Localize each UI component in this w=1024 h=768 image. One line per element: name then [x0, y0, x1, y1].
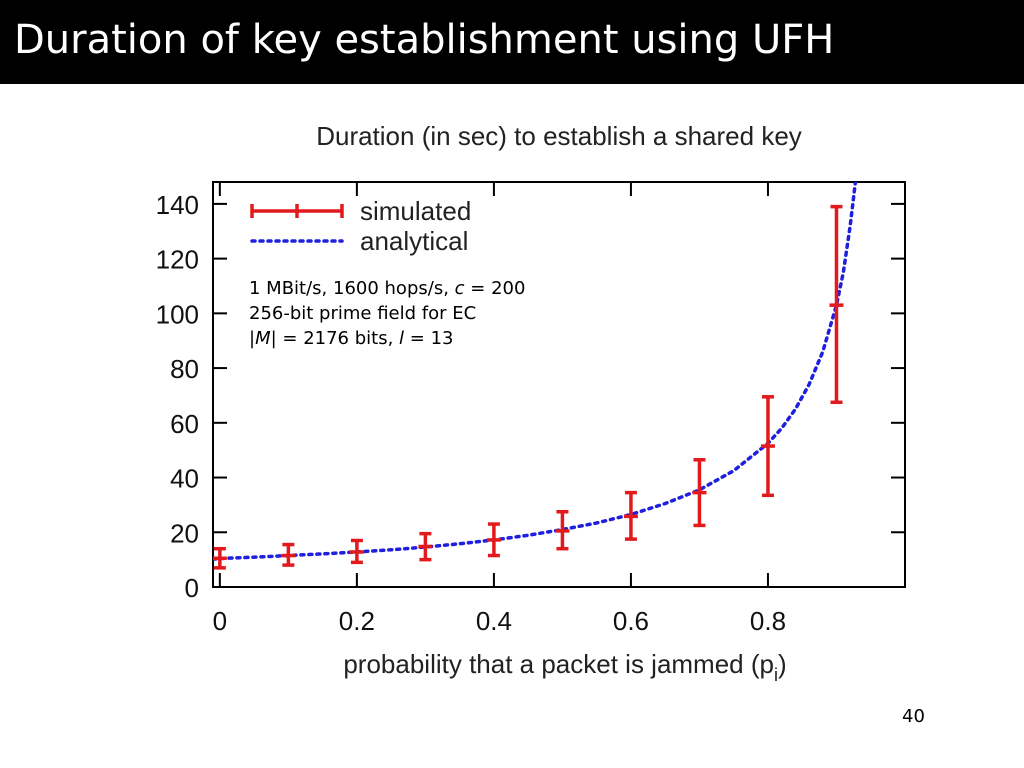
plot-frame	[212, 181, 906, 588]
x-axis-label-main: probability that a packet is jammed (p	[343, 649, 774, 679]
title-bar: Duration of key establishment using UFH	[0, 0, 1024, 84]
simulated-point	[281, 542, 296, 567]
simulated-point	[349, 538, 364, 565]
slide-title: Duration of key establishment using UFH	[14, 17, 835, 63]
y-tick-label: 20	[170, 518, 199, 548]
annotation-text: 256-bit prime field for EC	[249, 303, 476, 324]
y-tick-label: 0	[185, 573, 199, 603]
legend-simulated-label: simulated	[360, 196, 471, 226]
annotation-line: 1 MBit/s, 1600 hops/s, c = 200	[249, 278, 525, 299]
annotation-text: 1 MBit/s, 1600 hops/s,	[249, 278, 455, 299]
y-tick-label: 40	[170, 464, 199, 494]
x-axis-label: probability that a packet is jammed (pi)	[343, 649, 786, 685]
annotation-line: 256-bit prime field for EC	[249, 303, 476, 324]
simulated-point	[623, 490, 638, 541]
x-axis-label-close: )	[778, 649, 787, 679]
x-tick-label: 0.2	[339, 606, 375, 636]
annotation-text: = 200	[465, 278, 526, 299]
x-tick-label: 0.8	[750, 606, 786, 636]
simulated-point	[829, 204, 844, 405]
annotation-text: M	[255, 328, 271, 349]
x-axis-label-subscript: i	[774, 665, 778, 685]
annotation-text: c	[455, 278, 465, 299]
y-tick-label: 100	[156, 299, 199, 329]
simulated-point	[692, 458, 707, 528]
simulated-point	[486, 522, 501, 558]
page-number: 40	[902, 706, 925, 727]
y-tick-label: 60	[170, 409, 199, 439]
chart-title: Duration (in sec) to establish a shared …	[316, 121, 802, 151]
annotation-text: l	[399, 328, 404, 349]
simulated-point	[418, 531, 433, 562]
simulated-point	[760, 395, 775, 498]
x-tick-label: 0.6	[613, 606, 649, 636]
y-tick-label: 120	[156, 245, 199, 275]
annotation-text: | = 2176 bits,	[271, 328, 399, 349]
annotation-line: |M| = 2176 bits, l = 13	[249, 328, 454, 349]
legend-analytical-label: analytical	[360, 226, 468, 256]
annotation-text: |	[249, 328, 255, 349]
analytical-curve	[213, 182, 858, 561]
annotation-text: = 13	[404, 328, 453, 349]
x-tick-label: 0	[213, 606, 227, 636]
x-tick-label: 0.4	[476, 606, 512, 636]
simulated-point	[212, 546, 227, 570]
simulated-point	[555, 509, 570, 551]
y-tick-label: 80	[170, 354, 199, 384]
y-tick-label: 140	[156, 190, 199, 220]
